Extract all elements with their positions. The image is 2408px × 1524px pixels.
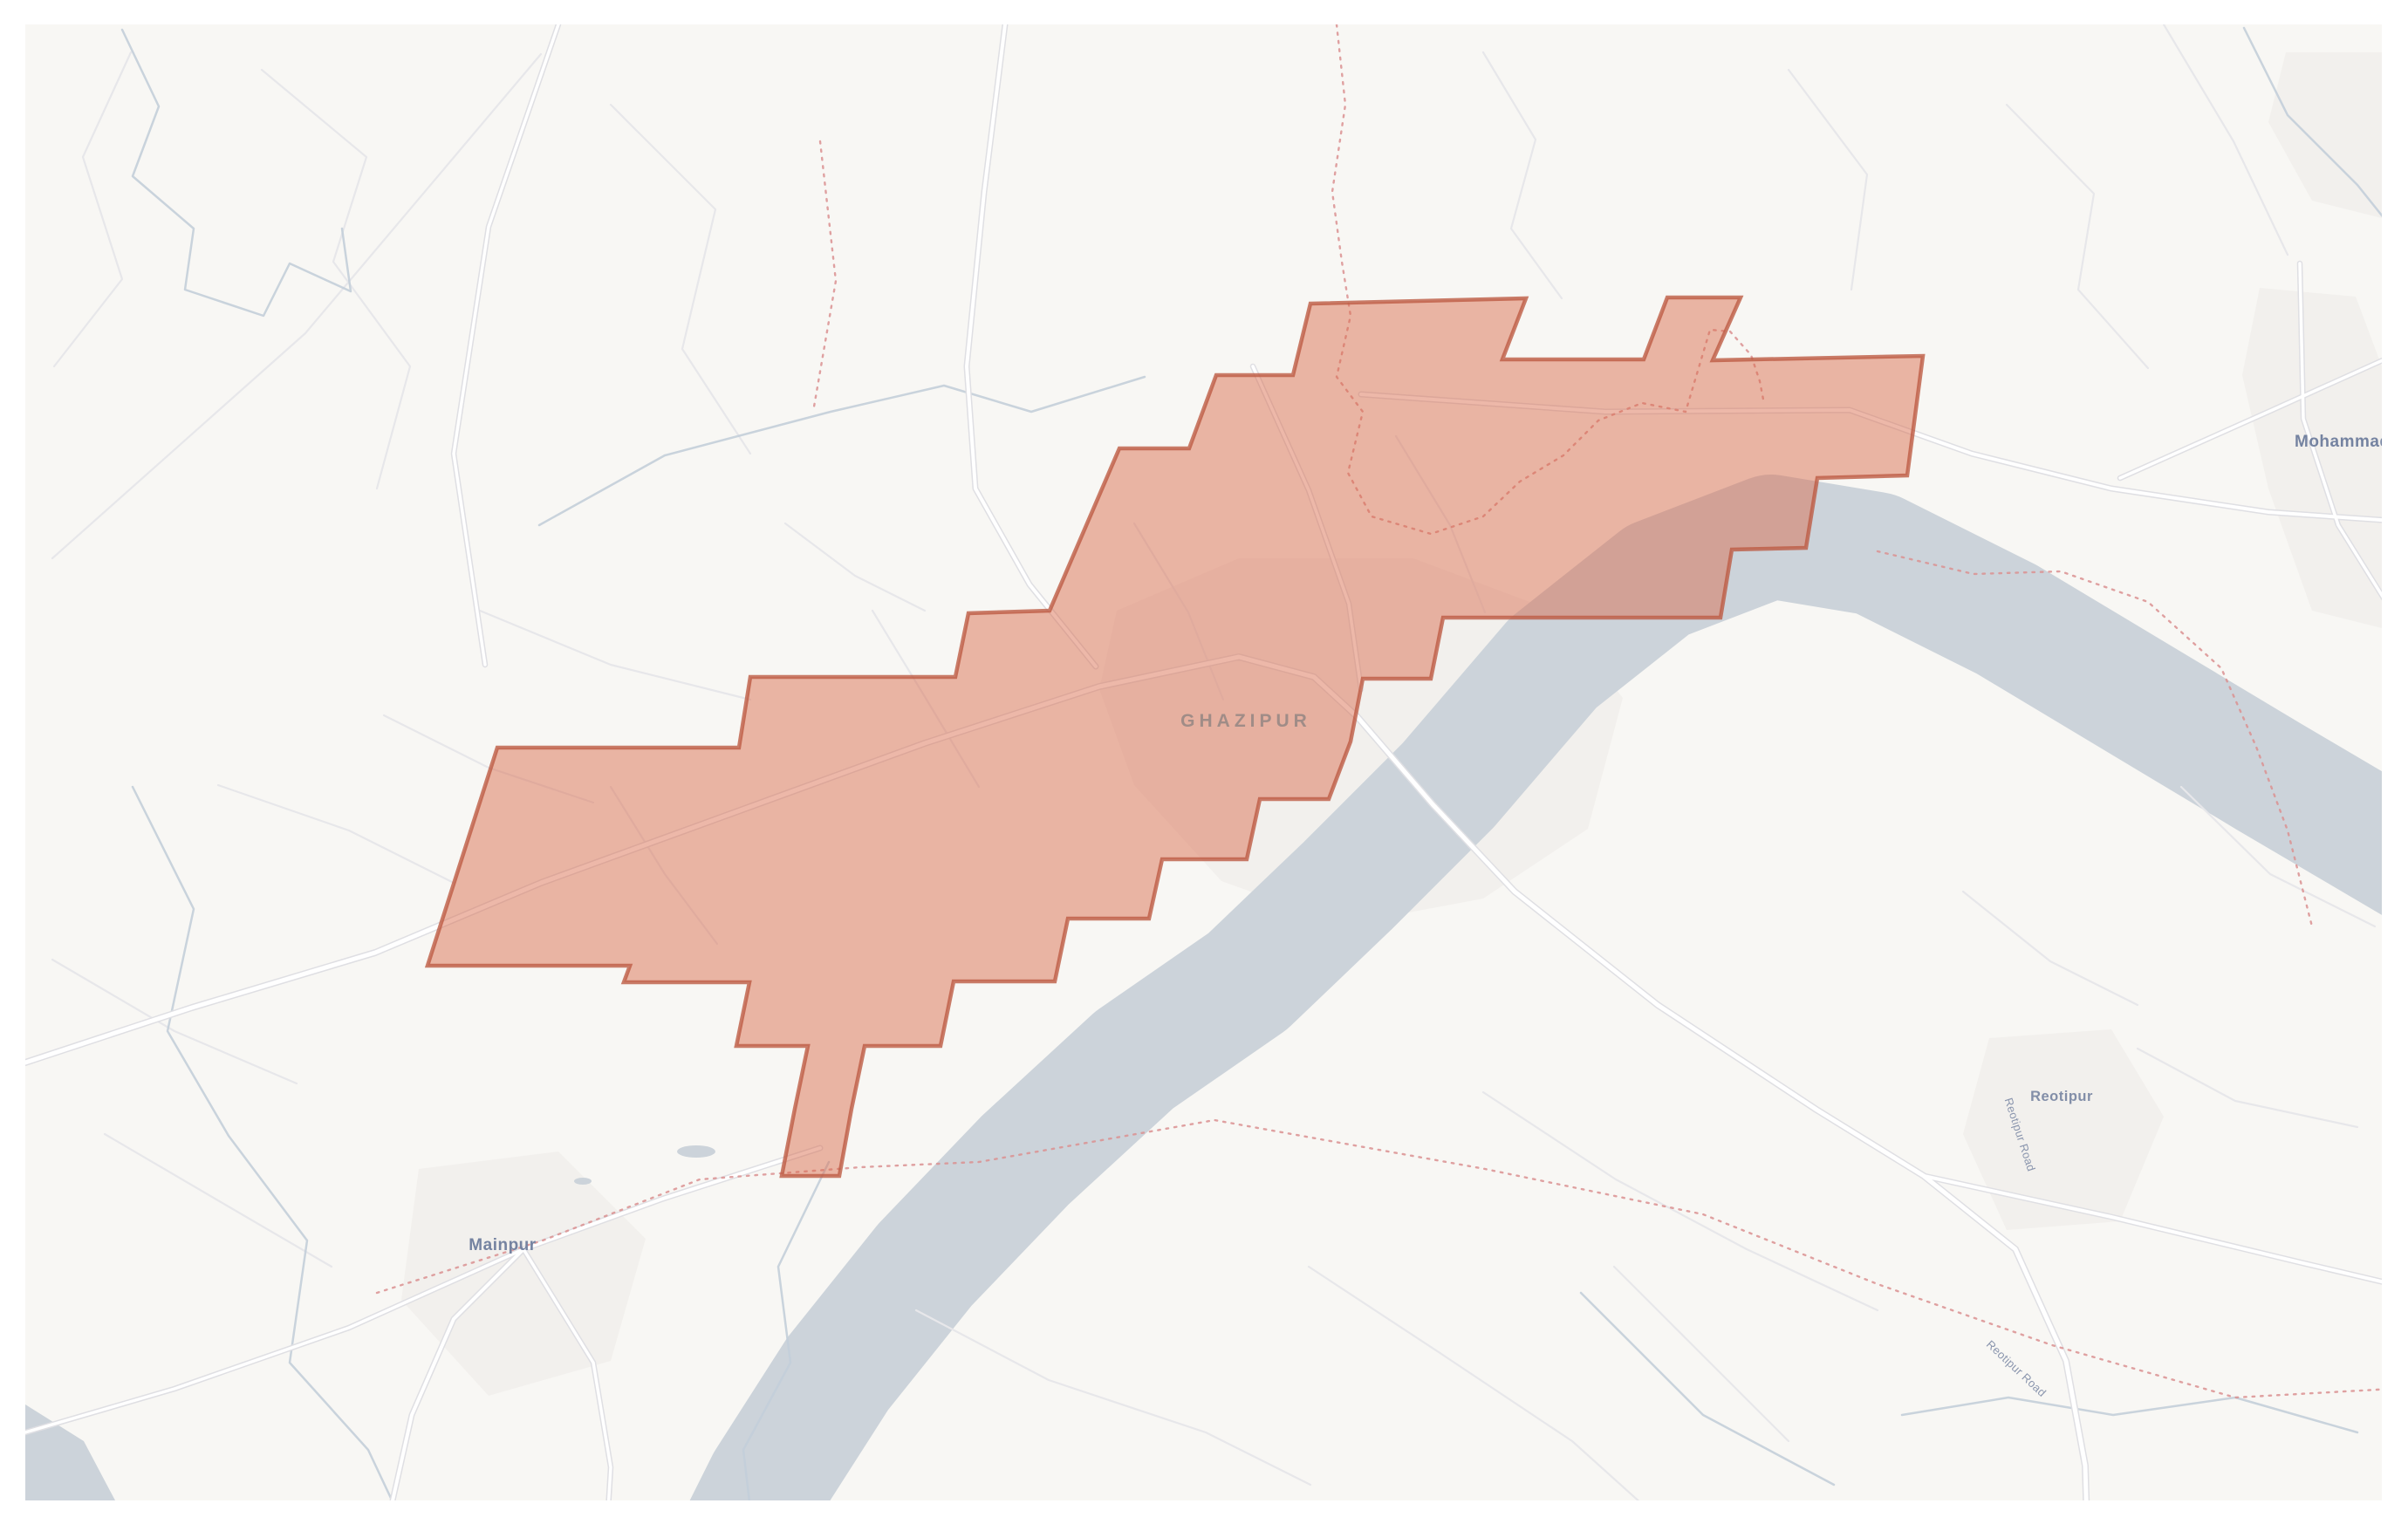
admin-boundary — [811, 140, 838, 413]
major-road — [25, 654, 2089, 1500]
major-road — [522, 1247, 612, 1500]
major-road — [25, 1247, 525, 1434]
stream — [742, 1160, 831, 1500]
minor-road — [2162, 24, 2289, 256]
major-roads — [25, 24, 2382, 1500]
town-label-mohammadabad: Mohammad — [2295, 433, 2382, 451]
minor-road — [216, 783, 455, 885]
minor-road — [1132, 522, 1225, 701]
minor-road — [609, 785, 719, 946]
major-road — [1359, 393, 2382, 523]
urban-area — [401, 1152, 646, 1396]
urban-area — [2268, 52, 2382, 218]
major-road — [1922, 1174, 2382, 1284]
pond — [677, 1145, 715, 1158]
minor-roads — [51, 24, 2377, 1500]
town-label-reotipur: Reotipur — [2030, 1089, 2093, 1104]
minor-road — [609, 103, 752, 455]
stream — [131, 785, 393, 1500]
stream — [1900, 1396, 2359, 1434]
urban-area — [1963, 1029, 2164, 1230]
stream — [1579, 1291, 1836, 1486]
streams — [120, 26, 2382, 1500]
minor-road — [783, 522, 927, 612]
minor-road — [1481, 51, 1563, 300]
city-label-ghazipur: GHAZIPUR — [1180, 711, 1311, 731]
stream — [2242, 26, 2382, 218]
minor-road — [1787, 68, 1869, 291]
stream — [120, 28, 352, 318]
minor-road — [2179, 785, 2377, 928]
minor-road — [1481, 1090, 1879, 1312]
minor-road — [914, 1309, 1312, 1486]
major-road — [390, 1146, 822, 1500]
minor-road — [478, 609, 752, 701]
pond — [574, 1178, 592, 1185]
minor-road — [871, 609, 981, 789]
major-road — [965, 24, 1098, 668]
minor-road — [1612, 1265, 1790, 1443]
minor-road — [1394, 434, 1487, 614]
minor-road — [382, 714, 595, 804]
minor-road — [51, 52, 543, 560]
minor-road — [2136, 1047, 2359, 1129]
minor-road — [1961, 890, 2139, 1007]
town-label-mainpur: Mainpur — [469, 1236, 536, 1254]
map-viewport[interactable]: GHAZIPUR Mohammad Mainpur Reotipur Reotipur … — [25, 24, 2382, 1500]
stream — [537, 375, 1146, 527]
minor-road — [2005, 103, 2150, 370]
major-road — [1251, 365, 1363, 691]
major-road — [452, 24, 560, 666]
minor-road — [103, 1132, 333, 1268]
minor-road — [260, 68, 412, 490]
major-road — [2118, 359, 2382, 480]
admin-boundary — [375, 1118, 2382, 1399]
major-road — [2298, 262, 2382, 598]
minor-road — [51, 958, 298, 1085]
admin-boundaries — [375, 24, 2382, 1399]
highlighted-region-ghazipur-highlight[interactable] — [424, 295, 1926, 1179]
minor-road — [52, 51, 133, 368]
admin-boundary — [1331, 24, 1766, 536]
map-canvas[interactable]: GHAZIPURMohammadMainpurReotipurReotipur … — [25, 24, 2382, 1500]
minor-road — [1307, 1265, 1640, 1500]
river-ganges — [689, 475, 2382, 1500]
